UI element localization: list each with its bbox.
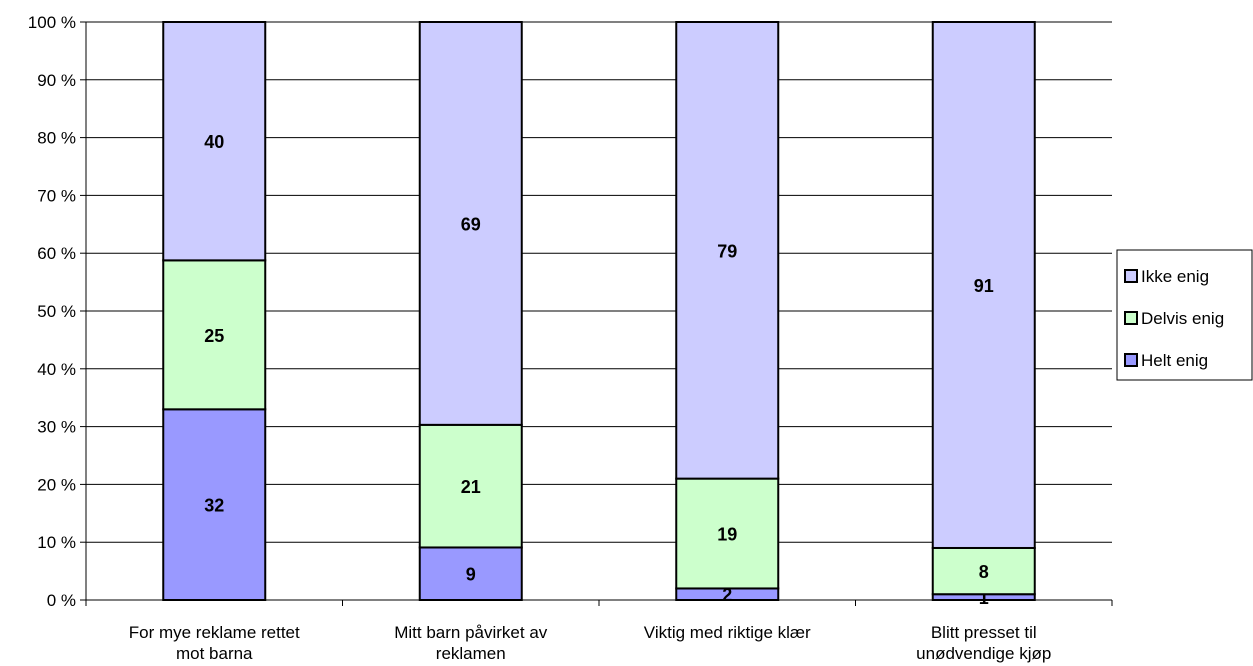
data-label: 91 (974, 276, 994, 296)
y-tick-label: 40 % (37, 360, 76, 379)
bar-segment-ikke-enig (675, 21, 780, 480)
x-axis: For mye reklame rettet mot barna Mitt barn… (85, 599, 1113, 663)
y-tick-label: 100 % (28, 13, 76, 32)
data-label: 25 (204, 326, 224, 346)
y-tick-label: 20 % (37, 475, 76, 494)
bar-segment-delvis-enig (418, 423, 523, 549)
y-tick-label: 10 % (37, 533, 76, 552)
legend-entry: Ikke enig (1141, 267, 1209, 286)
y-tick-label: 50 % (37, 302, 76, 321)
data-label: 9 (466, 565, 476, 585)
y-tick-label: 90 % (37, 71, 76, 90)
data-label: 2 (722, 585, 732, 605)
legend-swatch (1124, 269, 1138, 283)
category-label: Mitt barn påvirket av reklamen (394, 623, 548, 663)
category-label: For mye reklame rettet mot barna (129, 623, 300, 663)
y-tick-label: 60 % (37, 244, 76, 263)
y-tick-label: 70 % (37, 186, 76, 205)
legend-swatch (1124, 353, 1138, 367)
y-tick-label: 30 % (37, 418, 76, 437)
data-label: 19 (717, 525, 737, 545)
y-tick-label: 0 % (47, 591, 76, 610)
category-label: Viktig med riktige klær (644, 623, 811, 642)
bar-segment-delvis-enig (162, 259, 267, 411)
legend-entry: Helt enig (1141, 351, 1208, 370)
bar-segment-delvis-enig (931, 546, 1036, 596)
y-tick-label: 80 % (37, 129, 76, 148)
y-axis: 0 % 10 % 20 % 30 % 40 % 50 % 60 % 70 % 80 % 90 % 1… (28, 13, 87, 610)
bar-segment-ikke-enig (162, 21, 267, 262)
legend: Ikke enig Delvis enig Helt enig (1116, 249, 1253, 381)
data-label: 79 (717, 241, 737, 261)
category-label: Blitt presset til unødvendige kjøp (916, 623, 1051, 663)
data-label: 8 (979, 562, 989, 582)
bar-segment-delvis-enig (675, 477, 780, 590)
data-label: 1 (979, 588, 989, 608)
legend-entry: Delvis enig (1141, 309, 1224, 328)
legend-box (1116, 249, 1253, 381)
bar-segment-ikke-enig (931, 21, 1036, 549)
bar-segment-ikke-enig (418, 21, 523, 426)
data-label: 40 (204, 132, 224, 152)
data-label: 69 (461, 214, 481, 234)
data-label: 21 (461, 477, 481, 497)
data-label: 32 (204, 496, 224, 516)
legend-swatch (1124, 311, 1138, 325)
bars: 32 25 40 9 21 69 2 19 79 1 8 91 (162, 21, 1036, 608)
